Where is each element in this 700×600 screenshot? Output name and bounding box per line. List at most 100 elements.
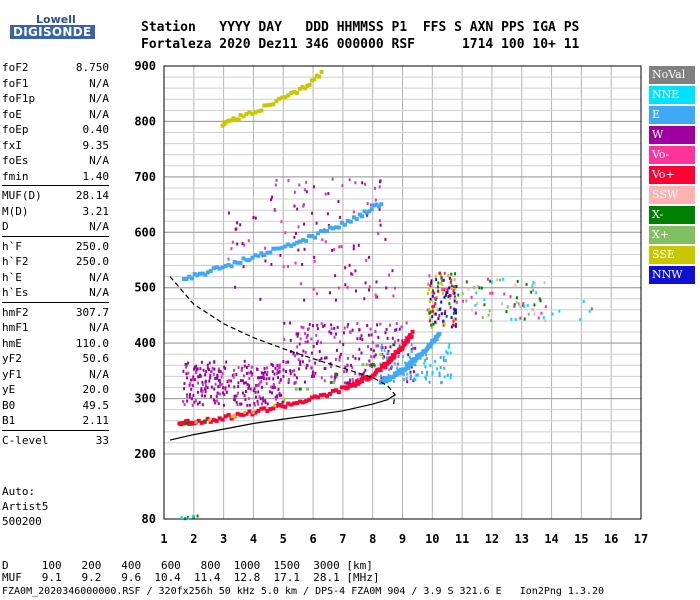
echo-trace-3hop [253,110,258,115]
echo-sparse-west [234,285,237,289]
echo-sparse-west [303,188,306,192]
param-row: hmF1 N/A [2,320,109,336]
echo-spread-high [450,316,453,320]
echo-spread-high [476,284,479,288]
echo-spread-west [190,387,193,391]
echo-spread-high [438,314,441,318]
echo-spread-west [264,399,267,403]
echo-spread-west [192,393,195,397]
echo-east [414,378,417,382]
x-tick-label: 17 [634,532,648,546]
echo-spread-west [187,371,190,375]
echo-spread-west [298,342,301,346]
x-tick-label: 15 [574,532,588,546]
echo-trace-3hop [241,114,246,119]
echo-trace-2hop [374,202,379,207]
echo-spread-west [232,373,235,377]
echo-trace-o-f2 [339,385,344,390]
echo-sparse-west [346,285,349,289]
echo-trace-2hop [342,222,347,227]
echo-spread-high [473,286,476,290]
echo-isolated [579,318,582,322]
echo-east [417,373,420,377]
echo-spread-west [306,333,309,337]
echo-spread-west [346,363,349,367]
echo-spread-high [454,317,457,321]
echo-sparse-west [378,219,381,223]
echo-spread-high [454,296,457,300]
param-value: 0.40 [82,123,110,136]
echo-spread-west [315,333,318,337]
param-row: h`Es N/A [2,285,109,301]
echo-spread-high [490,280,493,284]
echo-spread-west [354,356,357,360]
echo-trace-o-f2 [363,375,368,380]
header-label-8: AXN [469,20,502,35]
echo-east [408,355,411,359]
echo-sparse-west [348,263,351,267]
echo-spread-west [278,393,281,397]
echo-sparse-west [305,190,308,194]
echo-spread-west [204,379,207,383]
echo-trace-o-f2 [327,391,332,396]
echo-east [425,357,428,361]
echo-sparse-west [341,184,344,188]
echo-spread-high [515,300,518,304]
echo-trace-2hop [339,220,344,225]
echo-trace-o-f2 [392,353,397,358]
echo-spread-west [253,401,256,405]
echo-spread-west [260,371,263,375]
header-value-0: Fortaleza [141,37,220,52]
echo-spread-west [235,394,238,398]
echo-spread-high [523,317,526,321]
echo-trace-x-f2 [428,344,433,349]
echo-spread-high [435,296,438,300]
echo-spread-high [470,295,473,299]
echo-spread-west [218,367,221,371]
echo-trace-2hop [232,260,237,265]
echo-spread-west [277,366,280,370]
echo-spread-high [431,291,434,295]
echo-spread-west [320,322,323,326]
echo-spread-west [323,323,326,327]
echo-spread-high [475,291,478,295]
echo-spread-west [398,327,401,331]
echo-sparse-west [364,281,367,285]
param-value: 8.750 [75,61,109,74]
echo-east [387,351,390,355]
echo-spread-west [239,402,242,406]
echo-trace-3hop [256,109,261,114]
echo-spread-west [345,381,348,385]
param-value: 28.14 [75,189,109,202]
y-tick-label: 500 [134,281,156,295]
echo-spread-west [299,337,302,341]
echo-spread-high [450,286,453,290]
echo-spread-high [533,281,536,285]
echo-spread-west [358,373,361,377]
echo-spread-west [253,403,256,407]
echo-sparse-west [254,216,257,220]
echo-east [442,358,445,362]
echo-spread-west [377,335,380,339]
echo-spread-high [428,319,431,323]
echo-spread-west [343,370,346,374]
echo-sparse-west [374,198,377,202]
echo-spread-west [208,361,211,365]
echo-spread-west [236,391,239,395]
echo-isolated [551,312,554,316]
echo-spread-high [467,287,470,291]
echo-spread-high [533,303,536,307]
echo-trace-x-f2 [410,361,415,366]
echo-sparse-west [293,204,296,208]
echo-spread-west [361,380,364,384]
echo-spread-west [192,378,195,382]
echo-trace-o-f2 [354,379,359,384]
echo-spread-west [349,363,352,367]
echo-spread-west [316,339,319,343]
echo-sparse-west [227,211,230,215]
echo-east [405,376,408,380]
echo-spread-high [489,291,492,295]
echo-east [379,362,382,366]
echo-spread-west [384,346,387,350]
echo-spread-west [273,385,276,389]
